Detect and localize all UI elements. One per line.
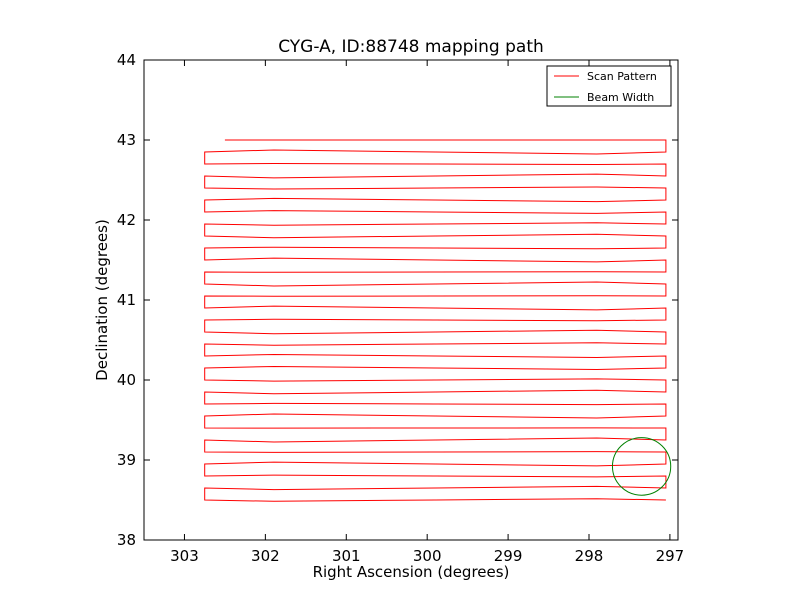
y-tick-label: 38 [117, 531, 136, 549]
x-tick-label: 298 [575, 547, 604, 565]
beam-width-circle [611, 437, 672, 496]
x-tick-label: 300 [413, 547, 442, 565]
x-tick-label: 297 [656, 547, 685, 565]
legend-box [546, 65, 672, 107]
scan-pattern-line [204, 139, 667, 502]
chart-title: CYG-A, ID:88748 mapping path [278, 37, 544, 57]
y-tick-label: 41 [117, 291, 136, 309]
x-tick-label: 303 [170, 547, 199, 565]
x-tick-label: 302 [251, 547, 280, 565]
x-tick-label: 301 [332, 547, 361, 565]
x-tick-label: 299 [494, 547, 523, 565]
series-layer [204, 139, 672, 502]
y-tick-label: 42 [117, 211, 136, 229]
plot-area [144, 60, 678, 540]
y-ticks: 38 39 40 41 42 43 44 [117, 51, 678, 549]
y-tick-label: 44 [117, 51, 136, 69]
x-axis-label: Right Ascension (degrees) [313, 563, 510, 581]
legend-label-beam-width: Beam Width [587, 91, 654, 104]
y-tick-label: 40 [117, 371, 136, 389]
x-ticks: 303 302 301 300 299 298 297 [170, 60, 684, 565]
legend: Scan Pattern Beam Width [546, 65, 672, 107]
y-tick-label: 43 [117, 131, 136, 149]
y-axis-label: Declination (degrees) [93, 219, 111, 381]
legend-label-scan-pattern: Scan Pattern [587, 70, 657, 83]
y-tick-label: 39 [117, 451, 136, 469]
